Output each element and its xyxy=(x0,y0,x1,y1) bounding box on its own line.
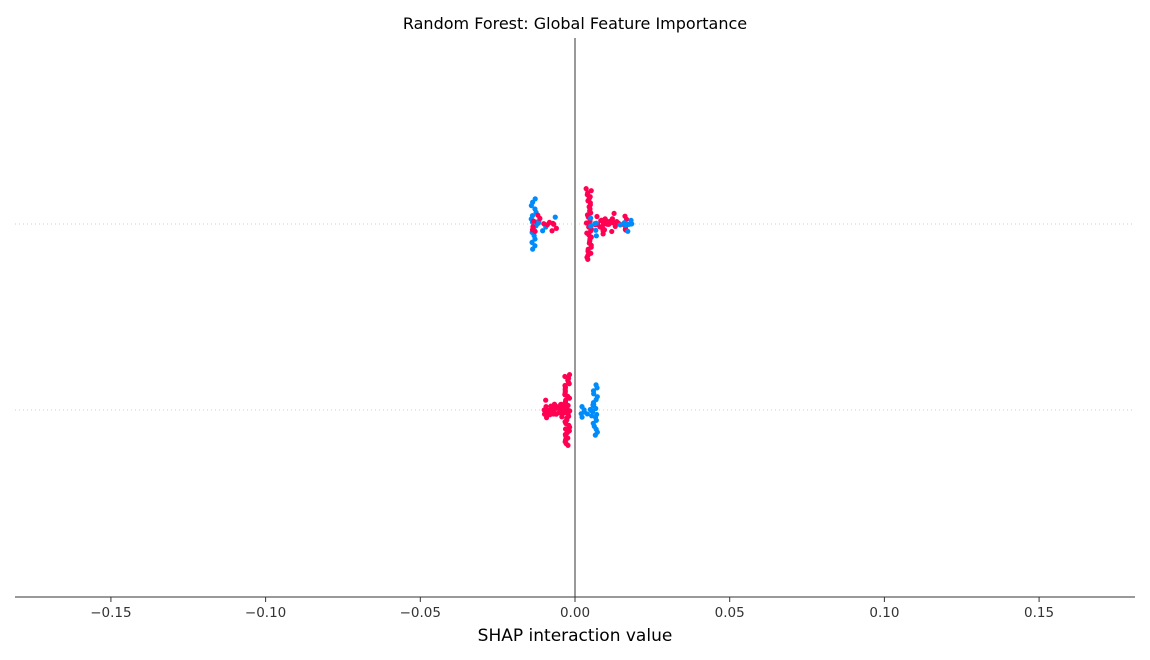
data-point xyxy=(612,223,618,229)
data-point xyxy=(593,233,599,239)
data-point xyxy=(594,385,600,391)
data-point xyxy=(537,215,543,222)
chart-title: Random Forest: Global Feature Importance xyxy=(403,14,747,33)
data-point xyxy=(617,222,623,228)
data-point xyxy=(532,236,538,242)
x-tick-label: −0.15 xyxy=(90,605,131,621)
data-point xyxy=(594,213,600,220)
data-point xyxy=(591,391,597,397)
x-axis-ticks: −0.15 −0.10 −0.05 0.00 0.05 0.10 0.15 xyxy=(90,597,1054,621)
x-tick-label: −0.05 xyxy=(400,605,441,621)
data-point xyxy=(600,221,607,227)
data-point xyxy=(625,228,631,234)
data-point xyxy=(566,381,572,387)
data-point xyxy=(585,256,591,262)
points-layer xyxy=(528,186,635,448)
data-point xyxy=(583,186,589,192)
data-point xyxy=(540,228,546,234)
data-point xyxy=(544,222,550,228)
data-point xyxy=(588,215,594,221)
data-point xyxy=(593,227,599,233)
data-point xyxy=(609,228,615,235)
x-tick-label: 0.15 xyxy=(1024,605,1054,621)
data-point xyxy=(532,228,538,234)
x-axis-label: SHAP interaction value xyxy=(478,626,673,646)
data-point xyxy=(590,402,596,408)
data-point xyxy=(535,220,541,226)
data-point xyxy=(553,225,560,231)
x-tick-label: 0.10 xyxy=(869,605,899,621)
data-point xyxy=(626,221,632,228)
x-tick-label: 0.00 xyxy=(560,605,590,621)
data-point xyxy=(606,221,612,227)
data-point xyxy=(549,228,555,234)
data-point xyxy=(579,414,585,420)
data-point xyxy=(561,410,567,416)
data-point xyxy=(543,397,549,403)
data-point xyxy=(565,442,571,448)
data-point xyxy=(544,407,550,413)
data-point xyxy=(588,407,594,414)
data-point xyxy=(528,202,534,209)
x-tick-label: 0.05 xyxy=(715,605,745,621)
data-point xyxy=(552,214,558,220)
data-point xyxy=(588,223,594,229)
data-point xyxy=(589,413,595,419)
data-point xyxy=(584,411,590,417)
x-tick-label: −0.10 xyxy=(245,605,286,621)
data-point xyxy=(611,210,617,217)
data-point xyxy=(592,221,598,227)
data-point xyxy=(588,228,594,234)
data-point xyxy=(530,246,536,252)
data-point xyxy=(551,221,557,227)
data-point xyxy=(556,410,562,416)
data-point xyxy=(592,432,598,438)
data-point xyxy=(559,414,565,420)
data-point xyxy=(550,411,557,417)
data-point xyxy=(541,411,548,417)
data-point xyxy=(600,231,606,237)
